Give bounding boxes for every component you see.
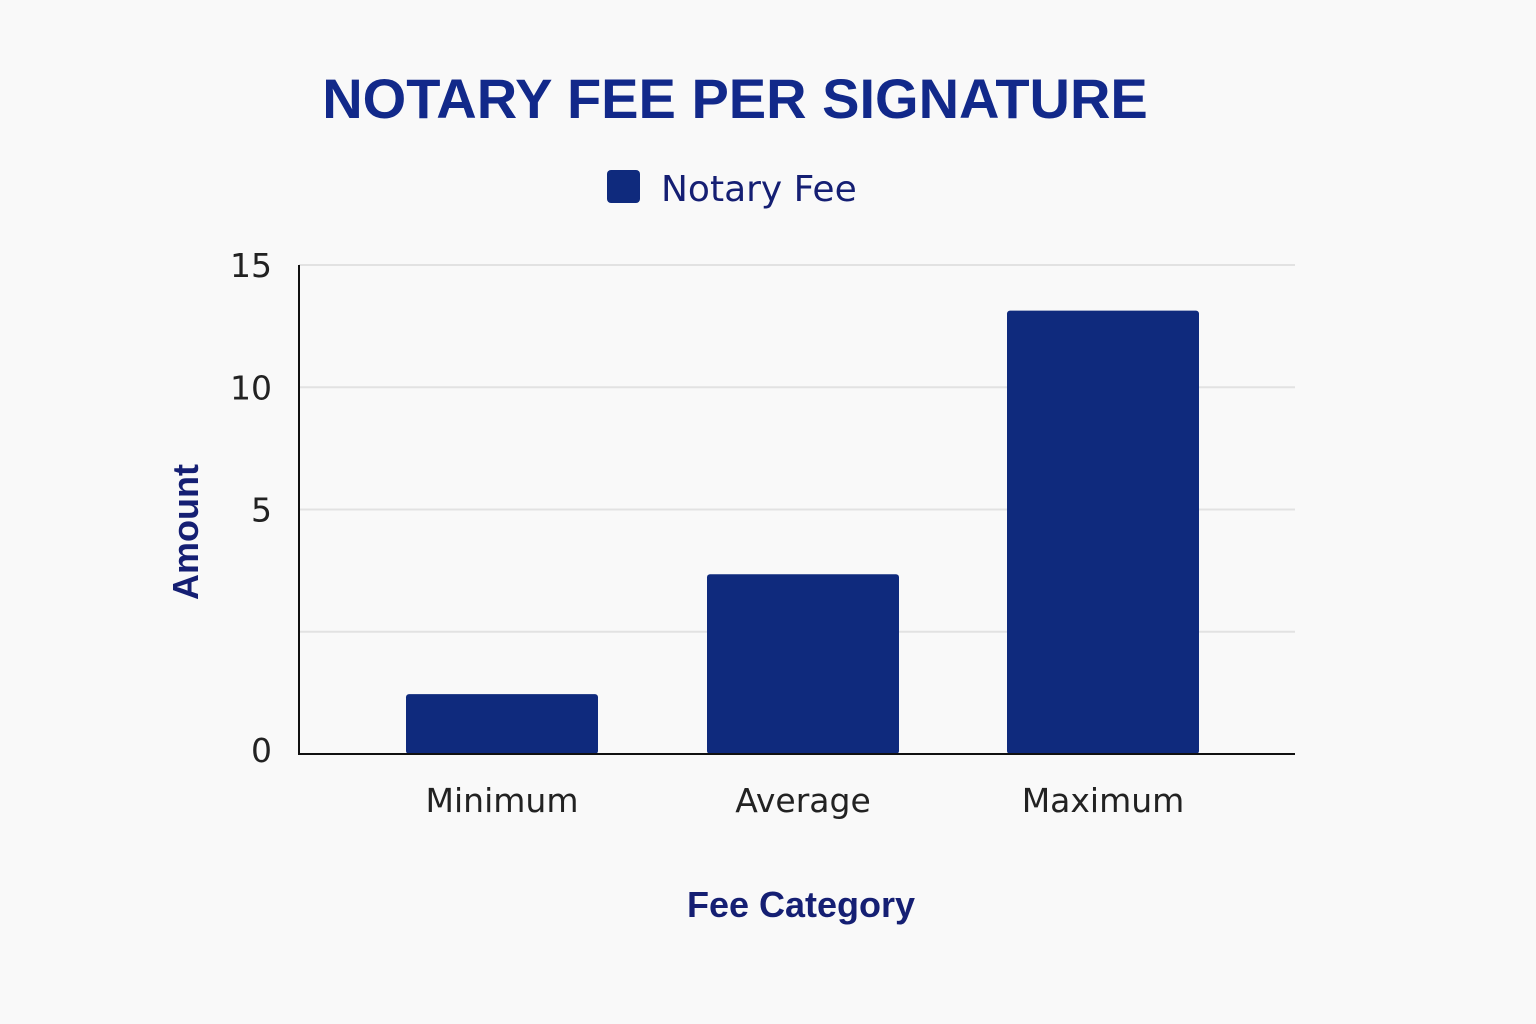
y-tick-label: 5 [251,491,272,530]
y-axis-title: Amount [165,464,206,600]
bars [406,310,1199,754]
x-tick-labels: Minimum Average Maximum [426,781,1185,820]
y-tick-label: 10 [230,368,272,407]
x-tick-label: Minimum [426,781,579,820]
y-tick-labels: 0 5 10 15 [230,246,272,770]
chart-title: NOTARY FEE PER SIGNATURE [322,67,1148,130]
bar-average [707,574,899,754]
axes [298,265,1295,755]
x-tick-label: Average [735,781,871,820]
x-axis-title: Fee Category [687,884,915,925]
bar-maximum [1007,310,1199,754]
legend-label: Notary Fee [661,169,857,210]
y-tick-label: 0 [251,731,272,770]
y-tick-label: 15 [230,246,272,285]
x-tick-label: Maximum [1022,781,1185,820]
bar-minimum [406,694,598,754]
legend: Notary Fee [607,169,857,210]
legend-swatch [607,170,640,203]
